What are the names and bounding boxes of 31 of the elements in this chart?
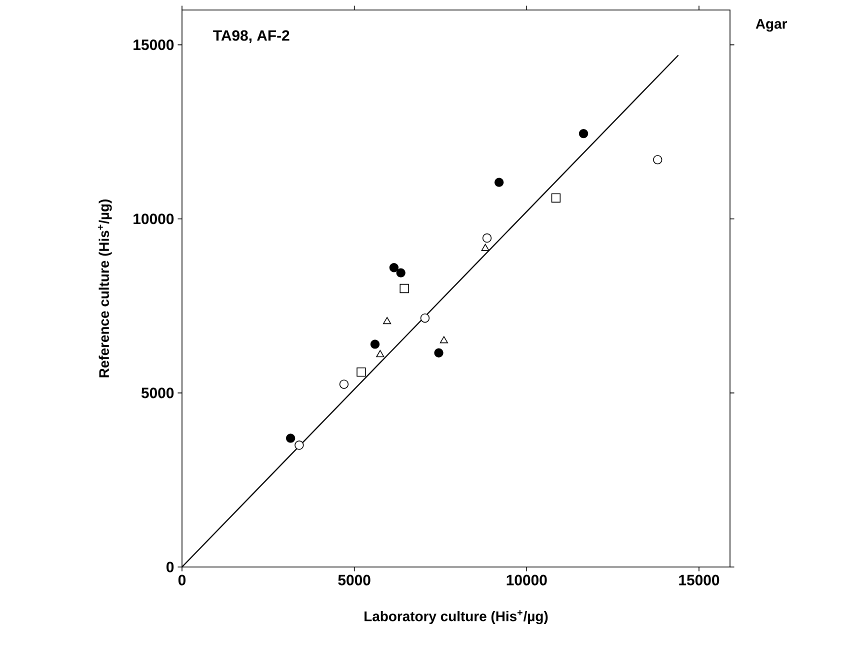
point bbox=[440, 336, 448, 344]
point bbox=[494, 178, 504, 187]
point bbox=[653, 155, 662, 164]
text: Agar bbox=[756, 19, 788, 32]
x-tick-label: 0 bbox=[178, 574, 186, 586]
x-tick-label: 15000 bbox=[679, 574, 720, 586]
y-axis-title: Reference culture (His$^{+}$/µg) bbox=[98, 200, 112, 378]
point bbox=[420, 313, 430, 323]
point bbox=[286, 434, 296, 443]
y-tick-label: 0 bbox=[166, 562, 174, 572]
text: TA98, AF-2 bbox=[213, 30, 290, 43]
point bbox=[356, 367, 366, 377]
x-tick-label: 10000 bbox=[506, 574, 547, 586]
point bbox=[396, 268, 406, 278]
point bbox=[434, 348, 444, 358]
point bbox=[481, 244, 490, 251]
point bbox=[370, 340, 380, 349]
y-tick-label: 5000 bbox=[141, 388, 174, 398]
point bbox=[578, 128, 588, 138]
point bbox=[339, 380, 349, 389]
point bbox=[383, 316, 392, 324]
point bbox=[482, 233, 492, 243]
point bbox=[389, 263, 399, 272]
point bbox=[551, 193, 561, 203]
point bbox=[294, 440, 304, 450]
point bbox=[400, 284, 409, 294]
y-tick-label: 10000 bbox=[134, 214, 174, 224]
point bbox=[376, 350, 384, 358]
x-tick-label: 5000 bbox=[338, 574, 370, 586]
y-tick-label: 15000 bbox=[134, 40, 174, 50]
x-axis-title: Laboratory culture (His$^{+}$/µg) bbox=[364, 610, 548, 624]
